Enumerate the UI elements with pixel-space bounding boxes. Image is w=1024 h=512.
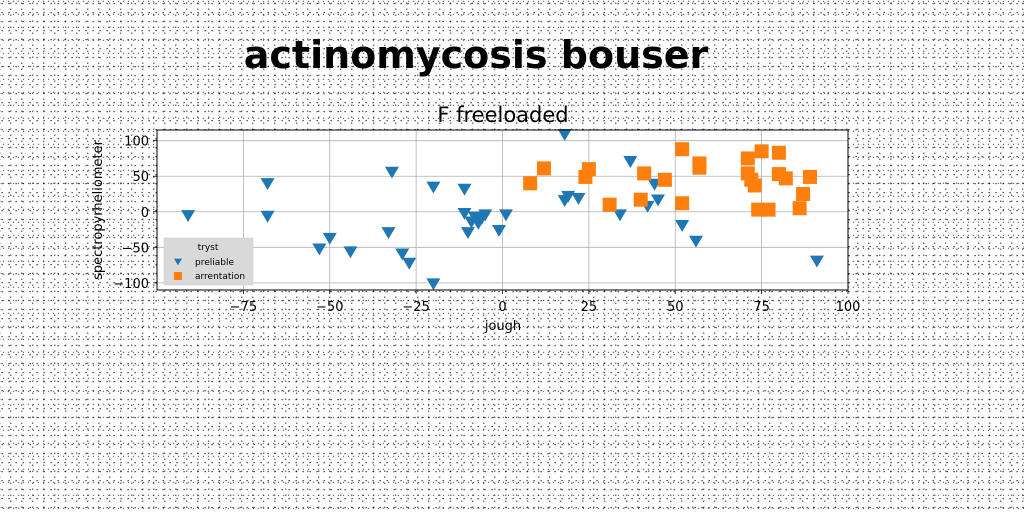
page-title: actinomycosis bouser (244, 33, 709, 77)
preliable-point (612, 209, 627, 222)
arrentation-point (675, 142, 690, 157)
preliable-point (460, 227, 475, 240)
preliable-point (675, 220, 690, 232)
y-tick-label: −50 (122, 241, 149, 256)
x-tick-label: 100 (836, 300, 861, 315)
preliable-point (492, 225, 507, 237)
legend-label-preliable: preliable (195, 258, 234, 268)
arrentation-point (536, 161, 551, 176)
plot-frame (156, 129, 849, 291)
arrentation-point (637, 166, 652, 181)
preliable-point (402, 257, 417, 270)
arrentation-point (792, 201, 807, 216)
x-tick-label: −50 (316, 300, 343, 315)
arrentation-point (675, 196, 690, 211)
preliable-point (571, 193, 586, 205)
preliable-point (312, 243, 327, 256)
preliable-point (343, 246, 358, 259)
x-axis-ticks: −75 −50 −25 0 25 50 75 100 (230, 290, 861, 315)
preliable-point (322, 232, 337, 245)
arrentation-point (740, 151, 755, 166)
legend-title: tryst (198, 243, 219, 253)
legend: tryst preliable arrentation (163, 237, 254, 286)
preliable-point (688, 235, 703, 248)
y-tick-label: 100 (124, 135, 149, 150)
data-points (181, 129, 824, 291)
preliable-point (478, 209, 493, 222)
arrentation-point (581, 162, 596, 177)
axes-title: F freeloaded (437, 103, 568, 127)
preliable-point (381, 227, 396, 240)
y-tick-label: 0 (141, 206, 149, 221)
x-tick-label: 50 (667, 300, 684, 315)
y-axis-label: spectropyrheliometer (91, 139, 106, 280)
arrentation-point (602, 197, 617, 212)
preliable-point (260, 178, 275, 190)
arrentation-point (754, 144, 769, 159)
arrentation-point (771, 145, 786, 160)
arrentation-point (523, 176, 538, 191)
preliable-point (426, 278, 441, 291)
y-tick-label: 50 (132, 170, 149, 185)
arrentation-point (778, 171, 793, 186)
arrentation-point (633, 192, 648, 207)
x-tick-label: 25 (581, 300, 598, 315)
arrentation-point (747, 178, 762, 193)
preliable-point (384, 166, 399, 179)
arrentation-point (692, 156, 707, 171)
legend-marker-preliable (174, 258, 182, 266)
preliable-point (260, 210, 275, 223)
preliable-point (181, 210, 196, 222)
preliable-point (650, 194, 665, 207)
preliable-point (557, 129, 572, 141)
preliable-point (457, 183, 472, 196)
y-tick-label: −100 (113, 277, 149, 292)
x-tick-label: −75 (230, 300, 257, 315)
arrentation-point (802, 169, 817, 184)
preliable-point (623, 156, 638, 168)
x-tick-label: 0 (498, 300, 506, 315)
preliable-point (457, 207, 472, 220)
arrentation-point (796, 187, 811, 201)
legend-label-arrentation: arrentation (195, 272, 245, 282)
legend-marker-arrentation (174, 272, 182, 280)
preliable-point (498, 209, 513, 222)
preliable-point (809, 255, 824, 268)
x-tick-label: −25 (402, 300, 429, 315)
preliable-point (395, 248, 410, 261)
preliable-point (561, 190, 576, 203)
x-tick-label: 75 (753, 300, 770, 315)
y-axis-ticks: −100 −50 0 50 100 (113, 135, 157, 292)
preliable-point (426, 181, 441, 194)
arrentation-point (761, 202, 776, 217)
x-axis-label: jough (484, 319, 521, 334)
arrentation-point (657, 172, 672, 187)
